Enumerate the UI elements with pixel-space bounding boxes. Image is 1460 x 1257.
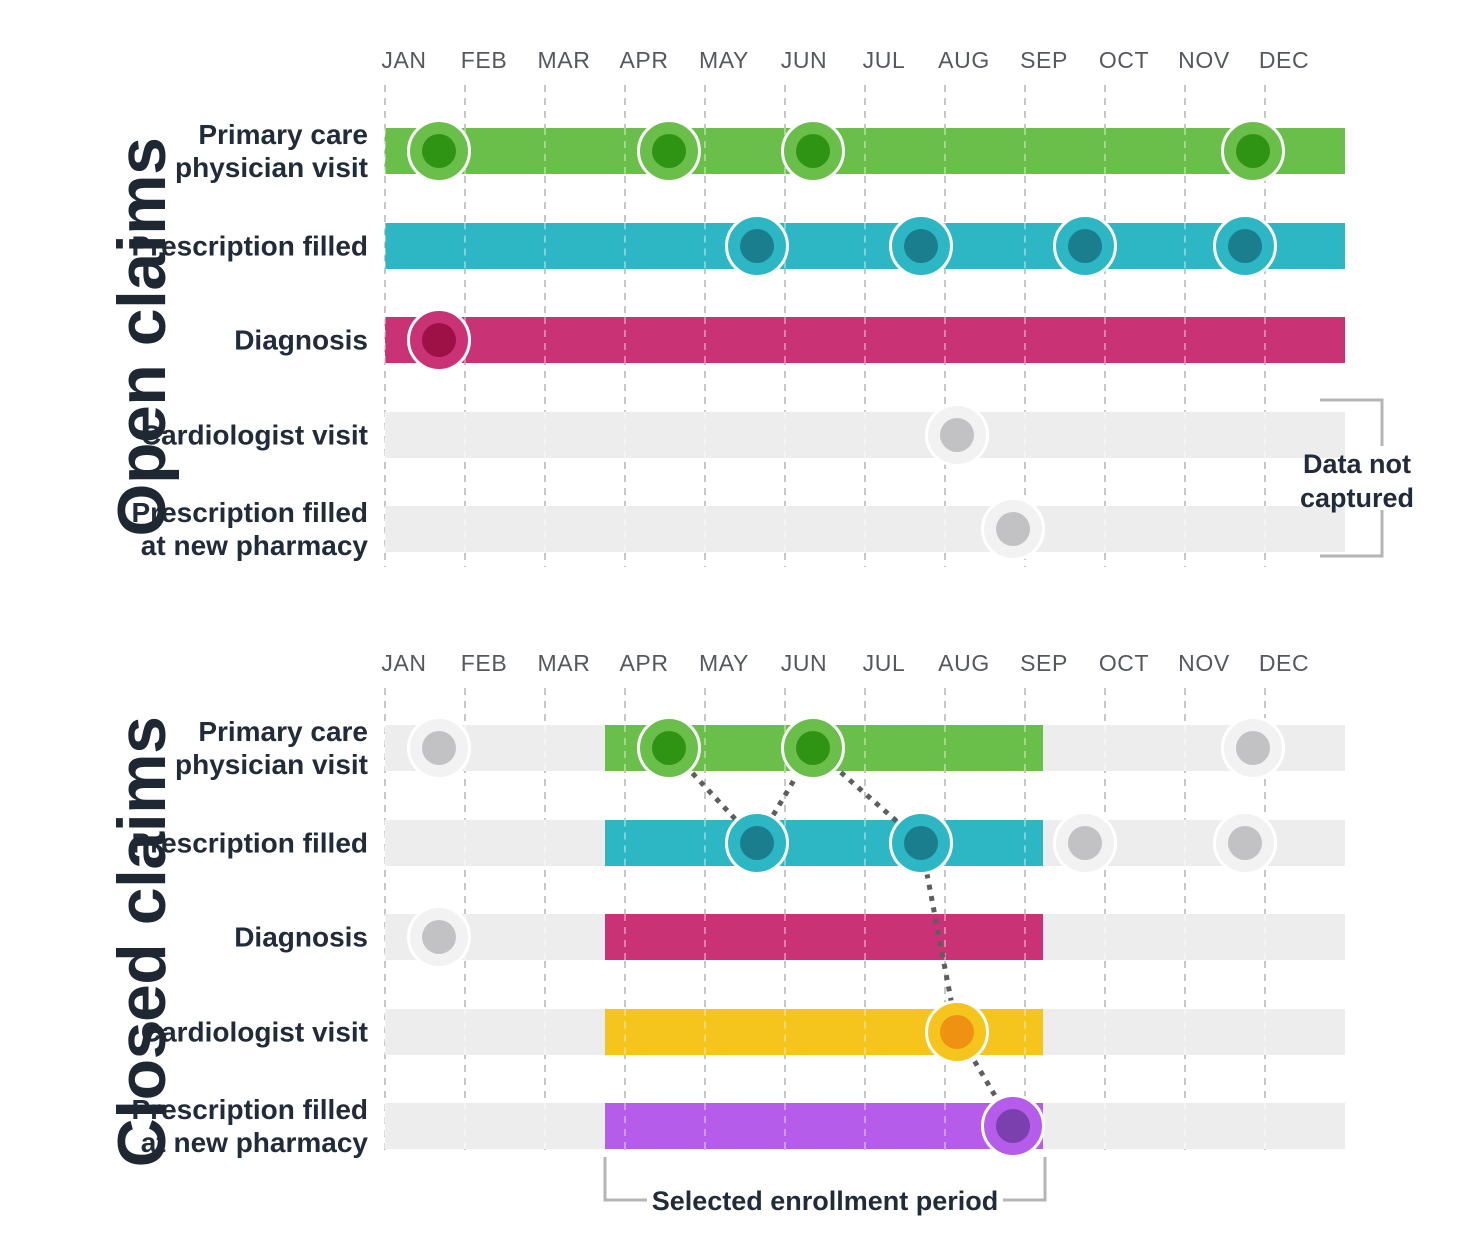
- event-dot-core: [422, 134, 457, 168]
- event-dot-green-primary-care-open-claims-2: [781, 119, 845, 183]
- row-label-prescription-filled-open-claims: Prescription filled: [131, 229, 369, 261]
- month-label-may-closed-claims: MAY: [699, 650, 749, 676]
- month-label-sep-open-claims: SEP: [1020, 47, 1068, 73]
- event-dot-green-primary-care-open-claims-0: [407, 119, 472, 183]
- month-label-mar-closed-claims: MAR: [537, 650, 591, 676]
- event-dot-core: [422, 920, 457, 954]
- month-label-jul-open-claims: JUL: [862, 47, 906, 73]
- event-dot-gray-primary-care-closed-claims-3: [1221, 716, 1285, 780]
- month-label-mar-open-claims: MAR: [537, 47, 591, 73]
- event-dot-core: [1068, 825, 1102, 860]
- event-dot-core: [1228, 825, 1262, 860]
- event-dot-teal-prescription-filled-open-claims-3: [1213, 213, 1277, 278]
- event-dot-gray-diagnosis-closed-claims-0: [407, 905, 472, 969]
- month-label-jan-open-claims: JAN: [381, 47, 427, 73]
- month-label-sep-closed-claims: SEP: [1020, 650, 1068, 676]
- row-label-cardiologist-visit-open-claims: Cardiologist visit: [140, 418, 368, 450]
- row-label-prescription-filled-open-claims: Prescription filled at new pharmacy: [131, 496, 369, 561]
- row-label-diagnosis-closed-claims: Diagnosis: [234, 921, 368, 953]
- row-label-primary-care-closed-claims: Primary care physician visit: [175, 715, 368, 780]
- event-dot-core: [422, 323, 457, 357]
- event-dot-green-primary-care-open-claims-3: [1221, 119, 1285, 183]
- event-dot-gray-prescription-filled-closed-claims-2: [1053, 810, 1117, 875]
- row-label-primary-care-open-claims: Primary care physician visit: [175, 118, 368, 183]
- month-label-nov-closed-claims: NOV: [1178, 650, 1230, 676]
- month-label-jun-open-claims: JUN: [780, 47, 828, 73]
- event-dot-core: [652, 134, 686, 168]
- month-label-jan-closed-claims: JAN: [381, 650, 427, 676]
- month-label-feb-closed-claims: FEB: [460, 650, 508, 676]
- event-dot-core: [1228, 228, 1262, 263]
- month-label-oct-closed-claims: OCT: [1098, 650, 1150, 676]
- month-label-apr-closed-claims: APR: [619, 650, 669, 676]
- event-dot-green-primary-care-open-claims-1: [637, 119, 701, 183]
- row-label-prescription-filled-closed-claims: Prescription filled at new pharmacy: [131, 1093, 369, 1158]
- event-dot-core: [1068, 228, 1102, 263]
- data-not-captured-label: Data not captured: [1299, 448, 1415, 513]
- row-label-diagnosis-open-claims: Diagnosis: [234, 324, 368, 356]
- event-dot-gray-cardiologist-visit-open-claims-0: [925, 402, 989, 467]
- event-dot-gray-primary-care-closed-claims-0: [407, 716, 472, 780]
- event-dot-teal-prescription-filled-open-claims-1: [889, 213, 953, 278]
- month-label-aug-open-claims: AUG: [938, 47, 990, 73]
- event-dot-core: [796, 134, 830, 168]
- month-label-jul-closed-claims: JUL: [862, 650, 906, 676]
- month-label-nov-open-claims: NOV: [1178, 47, 1230, 73]
- event-dot-core: [904, 228, 938, 263]
- event-dot-teal-prescription-filled-open-claims-0: [725, 213, 789, 278]
- closed-claims-title: Closed claims: [104, 716, 180, 1168]
- row-label-prescription-filled-closed-claims: Prescription filled: [131, 826, 369, 858]
- month-label-jun-closed-claims: JUN: [780, 650, 828, 676]
- month-label-dec-closed-claims: DEC: [1258, 650, 1310, 676]
- event-dot-core: [740, 228, 774, 263]
- enrollment-period-label: Selected enrollment period: [651, 1185, 999, 1216]
- row-label-cardiologist-visit-closed-claims: Cardiologist visit: [140, 1015, 368, 1047]
- month-label-may-open-claims: MAY: [699, 47, 749, 73]
- month-label-aug-closed-claims: AUG: [938, 650, 990, 676]
- event-dot-pink-diagnosis-open-claims-0: [407, 308, 472, 372]
- month-label-feb-open-claims: FEB: [460, 47, 508, 73]
- month-label-dec-open-claims: DEC: [1258, 47, 1310, 73]
- open-claims-title: Open claims: [104, 137, 180, 537]
- month-label-apr-open-claims: APR: [619, 47, 669, 73]
- event-dot-gray-prescription-filled-closed-claims-3: [1213, 810, 1277, 875]
- event-dot-core: [422, 731, 457, 765]
- event-dot-teal-prescription-filled-open-claims-2: [1053, 213, 1117, 278]
- month-label-oct-open-claims: OCT: [1098, 47, 1150, 73]
